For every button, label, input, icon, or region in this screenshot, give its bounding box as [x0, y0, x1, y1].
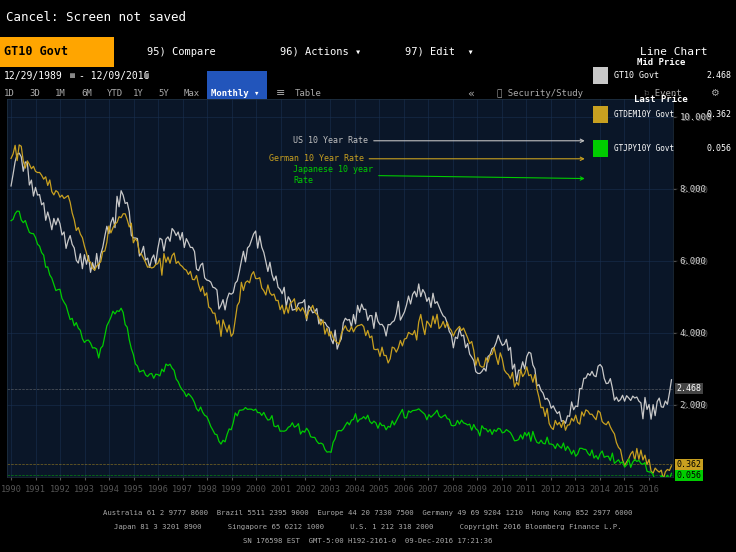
Text: - 12/09/2016: - 12/09/2016: [79, 71, 150, 81]
Text: 1M: 1M: [55, 89, 66, 98]
Text: 0.056: 0.056: [676, 471, 701, 480]
Text: Monthly ▾: Monthly ▾: [211, 89, 260, 98]
Text: 1D: 1D: [4, 89, 15, 98]
Text: ⚐ Event: ⚐ Event: [644, 89, 682, 98]
Text: 0.056: 0.056: [707, 144, 732, 153]
Text: ⚙: ⚙: [710, 88, 719, 98]
Text: US 10 Year Rate: US 10 Year Rate: [293, 136, 584, 145]
Text: 12/29/1989: 12/29/1989: [4, 71, 63, 81]
Text: 0.362: 0.362: [707, 110, 732, 119]
Text: Cancel: Screen not saved: Cancel: Screen not saved: [6, 12, 186, 24]
Text: Mid Price: Mid Price: [637, 59, 685, 67]
Text: ■: ■: [70, 71, 75, 80]
Text: Japan 81 3 3201 8900      Singapore 65 6212 1000      U.S. 1 212 318 2000      C: Japan 81 3 3201 8900 Singapore 65 6212 1…: [114, 524, 622, 530]
Text: 6.000: 6.000: [680, 257, 707, 266]
Text: «: «: [467, 88, 474, 98]
Text: 2.468: 2.468: [676, 384, 701, 393]
Bar: [593, 140, 608, 157]
Text: Table: Table: [294, 89, 322, 98]
Text: 0.362: 0.362: [676, 460, 701, 469]
Text: 2.468: 2.468: [707, 71, 732, 80]
Text: Japanese 10 year
Rate: Japanese 10 year Rate: [293, 165, 584, 185]
Text: Last Price: Last Price: [634, 95, 688, 104]
Text: GT10 Govt: GT10 Govt: [4, 45, 68, 59]
Text: ≡: ≡: [276, 88, 286, 98]
Text: 10.000: 10.000: [680, 113, 712, 122]
Text: 5Y: 5Y: [158, 89, 169, 98]
Text: 4.000: 4.000: [680, 329, 707, 338]
Text: GTJPY10Y Govt: GTJPY10Y Govt: [614, 144, 674, 153]
Text: ∿ Security/Study: ∿ Security/Study: [497, 89, 583, 98]
Text: 97) Edit  ▾: 97) Edit ▾: [405, 47, 473, 57]
Text: German 10 Year Rate: German 10 Year Rate: [269, 154, 584, 163]
Bar: [0, 37, 114, 67]
Text: Max: Max: [184, 89, 200, 98]
Text: 2.000: 2.000: [680, 401, 707, 410]
Text: 3D: 3D: [29, 89, 40, 98]
Text: Line Chart: Line Chart: [640, 47, 708, 57]
Text: Australia 61 2 9777 8600  Brazil 5511 2395 9000  Europe 44 20 7330 7500  Germany: Australia 61 2 9777 8600 Brazil 5511 239…: [103, 510, 633, 516]
Text: SN 176598 EST  GMT-5:00 H192-2161-0  09-Dec-2016 17:21:36: SN 176598 EST GMT-5:00 H192-2161-0 09-De…: [244, 538, 492, 544]
Text: 96) Actions ▾: 96) Actions ▾: [280, 47, 361, 57]
Text: 8.000: 8.000: [680, 185, 707, 194]
Text: 6M: 6M: [81, 89, 92, 98]
Text: GT10 Govt: GT10 Govt: [614, 71, 659, 80]
Text: ■: ■: [144, 71, 149, 80]
Bar: [593, 67, 608, 84]
Text: GTDEM10Y Govt: GTDEM10Y Govt: [614, 110, 674, 119]
Bar: [207, 71, 267, 99]
Bar: [593, 106, 608, 123]
Text: YTD: YTD: [107, 89, 123, 98]
Text: 95) Compare: 95) Compare: [147, 47, 216, 57]
Text: 1Y: 1Y: [132, 89, 144, 98]
